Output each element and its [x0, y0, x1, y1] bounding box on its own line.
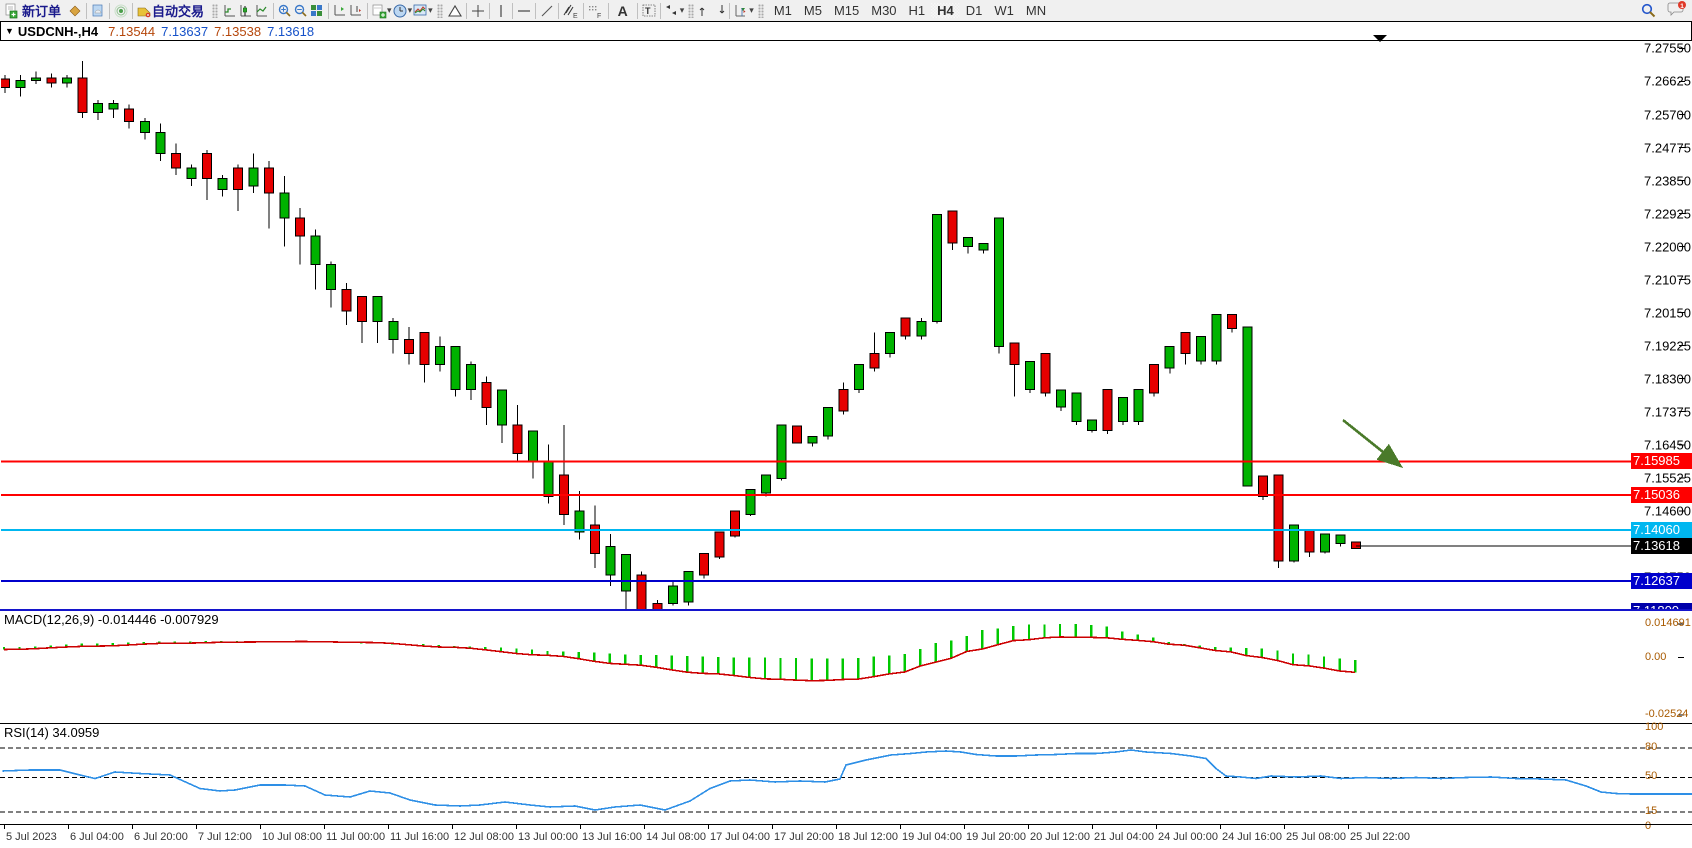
svg-text:E: E [573, 13, 578, 19]
svg-text:MACD(12,26,9) -0.014446 -0.007: MACD(12,26,9) -0.014446 -0.007929 [4, 612, 219, 627]
svg-text:RSI(14) 34.0959: RSI(14) 34.0959 [4, 725, 99, 740]
svg-text:F: F [597, 13, 601, 19]
svg-text:T: T [645, 6, 651, 16]
svg-text:1: 1 [1680, 3, 1684, 10]
